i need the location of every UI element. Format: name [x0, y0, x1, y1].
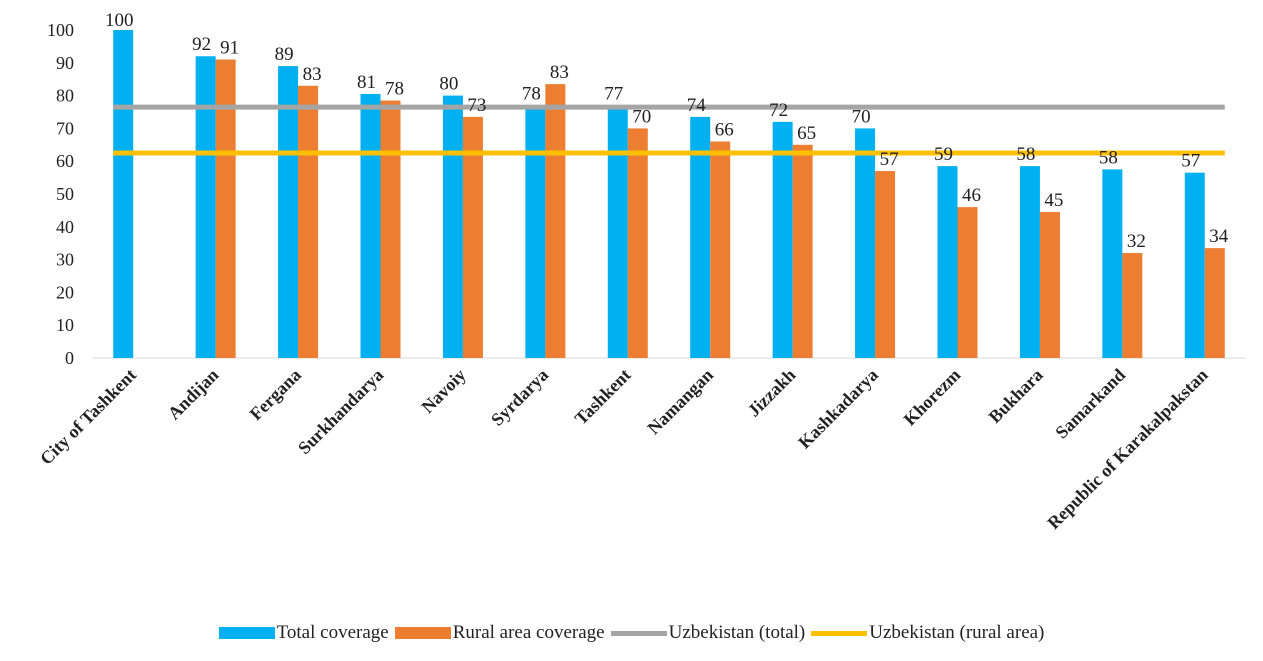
y-tick-label: 50: [56, 184, 74, 204]
data-label-total: 92: [192, 34, 211, 55]
data-label-rural: 70: [632, 106, 651, 127]
y-tick-label: 80: [56, 86, 74, 106]
bar-total: [1019, 166, 1040, 358]
bar-total: [1184, 172, 1205, 358]
bar-total: [607, 105, 628, 358]
data-label-rural: 91: [220, 38, 239, 59]
category-label: Khorezm: [900, 365, 965, 430]
bar-total: [937, 166, 958, 358]
legend-label-rural: Rural area coverage: [452, 622, 605, 643]
bar-rural: [215, 59, 236, 359]
bar-total: [525, 105, 546, 358]
bar-rural: [1204, 248, 1225, 358]
data-label-rural: 66: [715, 120, 734, 141]
legend-swatch-rural: [394, 627, 451, 639]
data-label-total: 77: [604, 83, 623, 104]
legend-item-rural: Rural area coverage: [394, 622, 605, 644]
legend-swatch-uz-total: [610, 630, 667, 636]
bar-rural: [298, 85, 319, 358]
category-label: Tashkent: [571, 365, 635, 429]
data-label-rural: 78: [385, 79, 404, 100]
bar-rural: [792, 144, 813, 358]
bar-total: [442, 95, 463, 358]
data-label-total: 81: [357, 72, 376, 93]
legend-swatch-total: [218, 627, 275, 639]
data-label-total: 100: [105, 10, 134, 31]
data-label-rural: 46: [962, 185, 981, 206]
bar-total: [195, 56, 216, 359]
legend-item-uz-total: Uzbekistan (total): [610, 622, 806, 644]
bar-total: [690, 116, 711, 358]
bar-rural: [1122, 253, 1143, 358]
y-tick-label: 100: [47, 20, 74, 40]
bar-rural: [380, 100, 401, 359]
category-label: Syrdarya: [487, 365, 552, 430]
legend-item-total: Total coverage: [218, 622, 389, 644]
y-tick-label: 10: [56, 315, 74, 335]
data-label-total: 89: [275, 44, 294, 65]
data-label-rural: 34: [1209, 226, 1229, 247]
bar-total: [360, 93, 381, 359]
bar-chart: 0 10 20 30 40 50 60 70 80 90 100 100 92 91 89 83 81 78 80 7…: [36, 10, 1246, 533]
category-label: Kashkadarya: [794, 365, 882, 453]
data-label-rural: 32: [1127, 231, 1146, 252]
category-label: Bukhara: [985, 365, 1047, 427]
category-label: Jizzakh: [744, 365, 800, 421]
bar-rural: [545, 84, 566, 359]
bar-rural: [875, 171, 896, 358]
data-label-total: 57: [1181, 151, 1200, 172]
legend-item-uz-rural: Uzbekistan (rural area): [811, 622, 1044, 644]
y-tick-label: 30: [56, 250, 74, 270]
y-tick-label: 0: [65, 348, 74, 368]
data-label-total: 72: [769, 100, 788, 121]
category-label: Andijan: [164, 365, 223, 424]
bar-total: [855, 128, 876, 358]
y-tick-label: 60: [56, 151, 74, 171]
data-label-total: 58: [1099, 147, 1118, 168]
y-tick-label: 90: [56, 53, 74, 73]
data-label-total: 59: [934, 144, 953, 165]
data-label-rural: 83: [550, 62, 569, 83]
data-label-total: 74: [687, 95, 707, 116]
data-label-rural: 73: [467, 95, 486, 116]
bar-total: [1102, 169, 1123, 358]
legend-label-uz-rural: Uzbekistan (rural area): [869, 622, 1045, 643]
category-label: Namangan: [643, 365, 717, 439]
y-tick-label: 20: [56, 282, 74, 302]
bar-rural: [1039, 212, 1060, 358]
data-label-rural: 65: [797, 123, 816, 144]
bar-total: [278, 66, 299, 358]
legend-label-total: Total coverage: [276, 622, 389, 643]
category-label: Republic of Karakalpakstan: [1043, 365, 1211, 533]
bar-rural: [627, 128, 648, 358]
data-label-rural: 57: [880, 149, 899, 170]
data-label-rural: 45: [1044, 190, 1063, 211]
category-label: Navoiy: [417, 365, 469, 417]
legend-swatch-uz-rural: [811, 630, 868, 636]
category-label: Surkhandarya: [294, 365, 387, 458]
category-label: City of Tashkent: [36, 365, 140, 469]
data-label-rural: 83: [303, 64, 322, 85]
y-tick-label: 40: [56, 217, 74, 237]
bar-total: [113, 30, 134, 358]
bar-rural: [957, 207, 978, 358]
data-label-total: 80: [439, 74, 458, 95]
data-label-total: 78: [522, 83, 541, 104]
category-label: Fergana: [246, 365, 305, 424]
bar-rural: [710, 141, 731, 358]
data-label-total: 70: [852, 106, 871, 127]
bar-rural: [462, 116, 483, 358]
chart-legend: Total coverage Rural area coverage Uzbek…: [0, 613, 1263, 653]
bar-total: [772, 121, 793, 358]
legend-label-uz-total: Uzbekistan (total): [668, 622, 806, 643]
data-label-total: 58: [1016, 144, 1035, 165]
y-tick-label: 70: [56, 118, 74, 138]
category-label: Samarkand: [1051, 365, 1129, 443]
